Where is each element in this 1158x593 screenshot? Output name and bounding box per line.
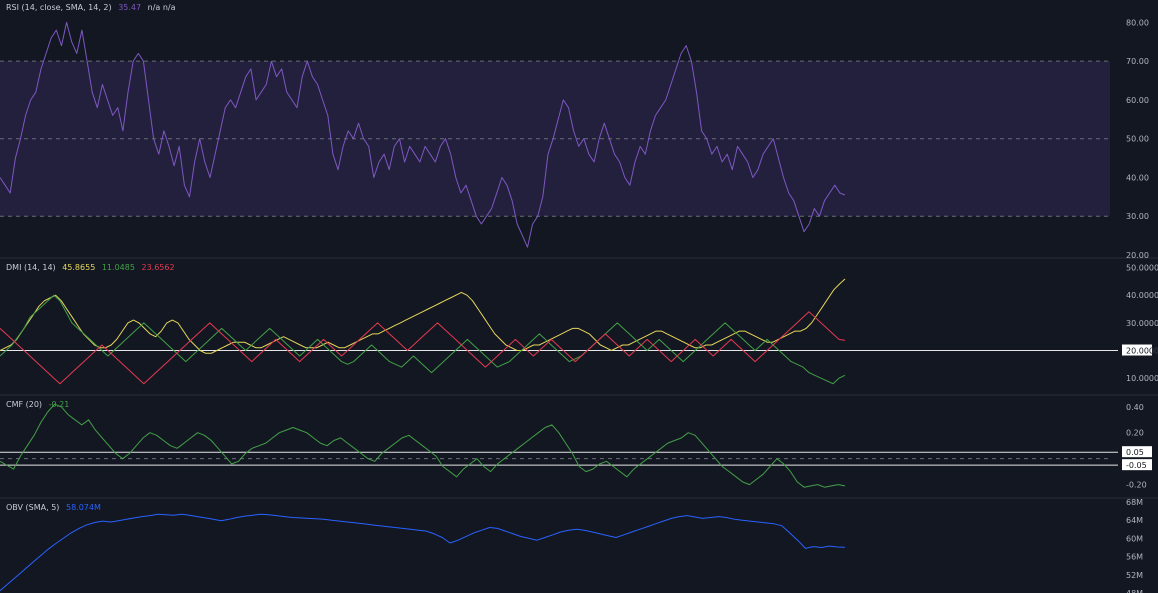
dmi-tick-label-2: 30.0000 (1126, 319, 1158, 328)
cmf-tick-label-0: 0.40 (1126, 403, 1144, 412)
dmi-panel: 50.000040.000030.000020.000010.000020.00… (0, 264, 1158, 385)
rsi-tick-label-2: 60.00 (1126, 96, 1149, 105)
cmf-tick-label-2: -0.20 (1126, 481, 1147, 490)
obv-legend-label: OBV (SMA, 5) (6, 503, 60, 512)
cmf-legend-value: -0.21 (48, 400, 70, 409)
obv-tick-label-5: 48M (1126, 589, 1143, 593)
dmi-legend-label: DMI (14, 14) (6, 263, 56, 272)
rsi-tick-label-5: 30.00 (1126, 212, 1149, 221)
obv-tick-label-3: 56M (1126, 553, 1143, 562)
obv-tick-label-2: 60M (1126, 534, 1143, 543)
cmf-ref-label-0: 0.05 (1126, 448, 1144, 457)
dmi-ref-label-box-0 (1122, 344, 1152, 356)
dmi-tick-label-1: 40.0000 (1126, 291, 1158, 300)
dmi-legend-plus-di: 11.0485 (101, 263, 135, 272)
obv-legend-value: 58.074M (65, 503, 101, 512)
cmf-ref-label-box-1 (1122, 459, 1152, 471)
cmf-panel: 0.40 0.20 -0.20 0.05 -0.05 (0, 403, 1152, 490)
dmi-legend: DMI (14, 14) 45.8655 11.0485 23.6562 (6, 263, 179, 272)
obv-panel: 68M 64M 60M 56M 52M 48M (0, 498, 1143, 593)
obv-tick-label-4: 52M (1126, 571, 1143, 580)
obv-tick-label-0: 68M (1126, 498, 1143, 507)
cmf-tick-label-1: 0.20 (1126, 429, 1144, 438)
rsi-legend-label: RSI (14, close, SMA, 14, 2) (6, 3, 112, 12)
rsi-legend-value: 35.47 (118, 3, 142, 12)
rsi-line-0 (0, 21, 846, 248)
rsi-tick-label-6: 20.00 (1126, 251, 1149, 260)
dmi-line-di-2 (0, 311, 846, 385)
rsi-tick-label-3: 50.00 (1126, 135, 1149, 144)
cmf-legend-label: CMF (20) (6, 400, 43, 409)
cmf-ref-label-box-0 (1122, 446, 1152, 458)
dmi-legend-minus-di: 23.6562 (141, 263, 175, 272)
rsi-tick-label-0: 80.00 (1126, 18, 1149, 27)
dmi-line-adx-0 (0, 278, 846, 354)
dmi-ref-label-0: 20.0000 (1126, 347, 1158, 356)
dmi-tick-label-0: 50.0000 (1126, 264, 1158, 273)
rsi-legend: RSI (14, close, SMA, 14, 2) 35.47 n/a n/… (6, 3, 180, 12)
rsi-panel: 80.00 70.00 60.00 50.00 40.00 30.00 20.00 (0, 18, 1149, 260)
cmf-legend: CMF (20) -0.21 (6, 400, 73, 409)
rsi-tick-label-1: 70.00 (1126, 57, 1149, 66)
rsi-legend-extra: n/a n/a (147, 3, 176, 12)
obv-line-0 (0, 513, 846, 592)
cmf-line-0 (0, 403, 846, 488)
dmi-legend-adx: 45.8655 (62, 263, 96, 272)
cmf-ref-label-1: -0.05 (1126, 461, 1147, 470)
dmi-tick-label-4: 10.0000 (1126, 374, 1158, 383)
obv-tick-label-1: 64M (1126, 516, 1143, 525)
dmi-line-di-1 (0, 294, 846, 385)
rsi-tick-label-4: 40.00 (1126, 173, 1149, 182)
obv-legend: OBV (SMA, 5) 58.074M (6, 503, 105, 512)
